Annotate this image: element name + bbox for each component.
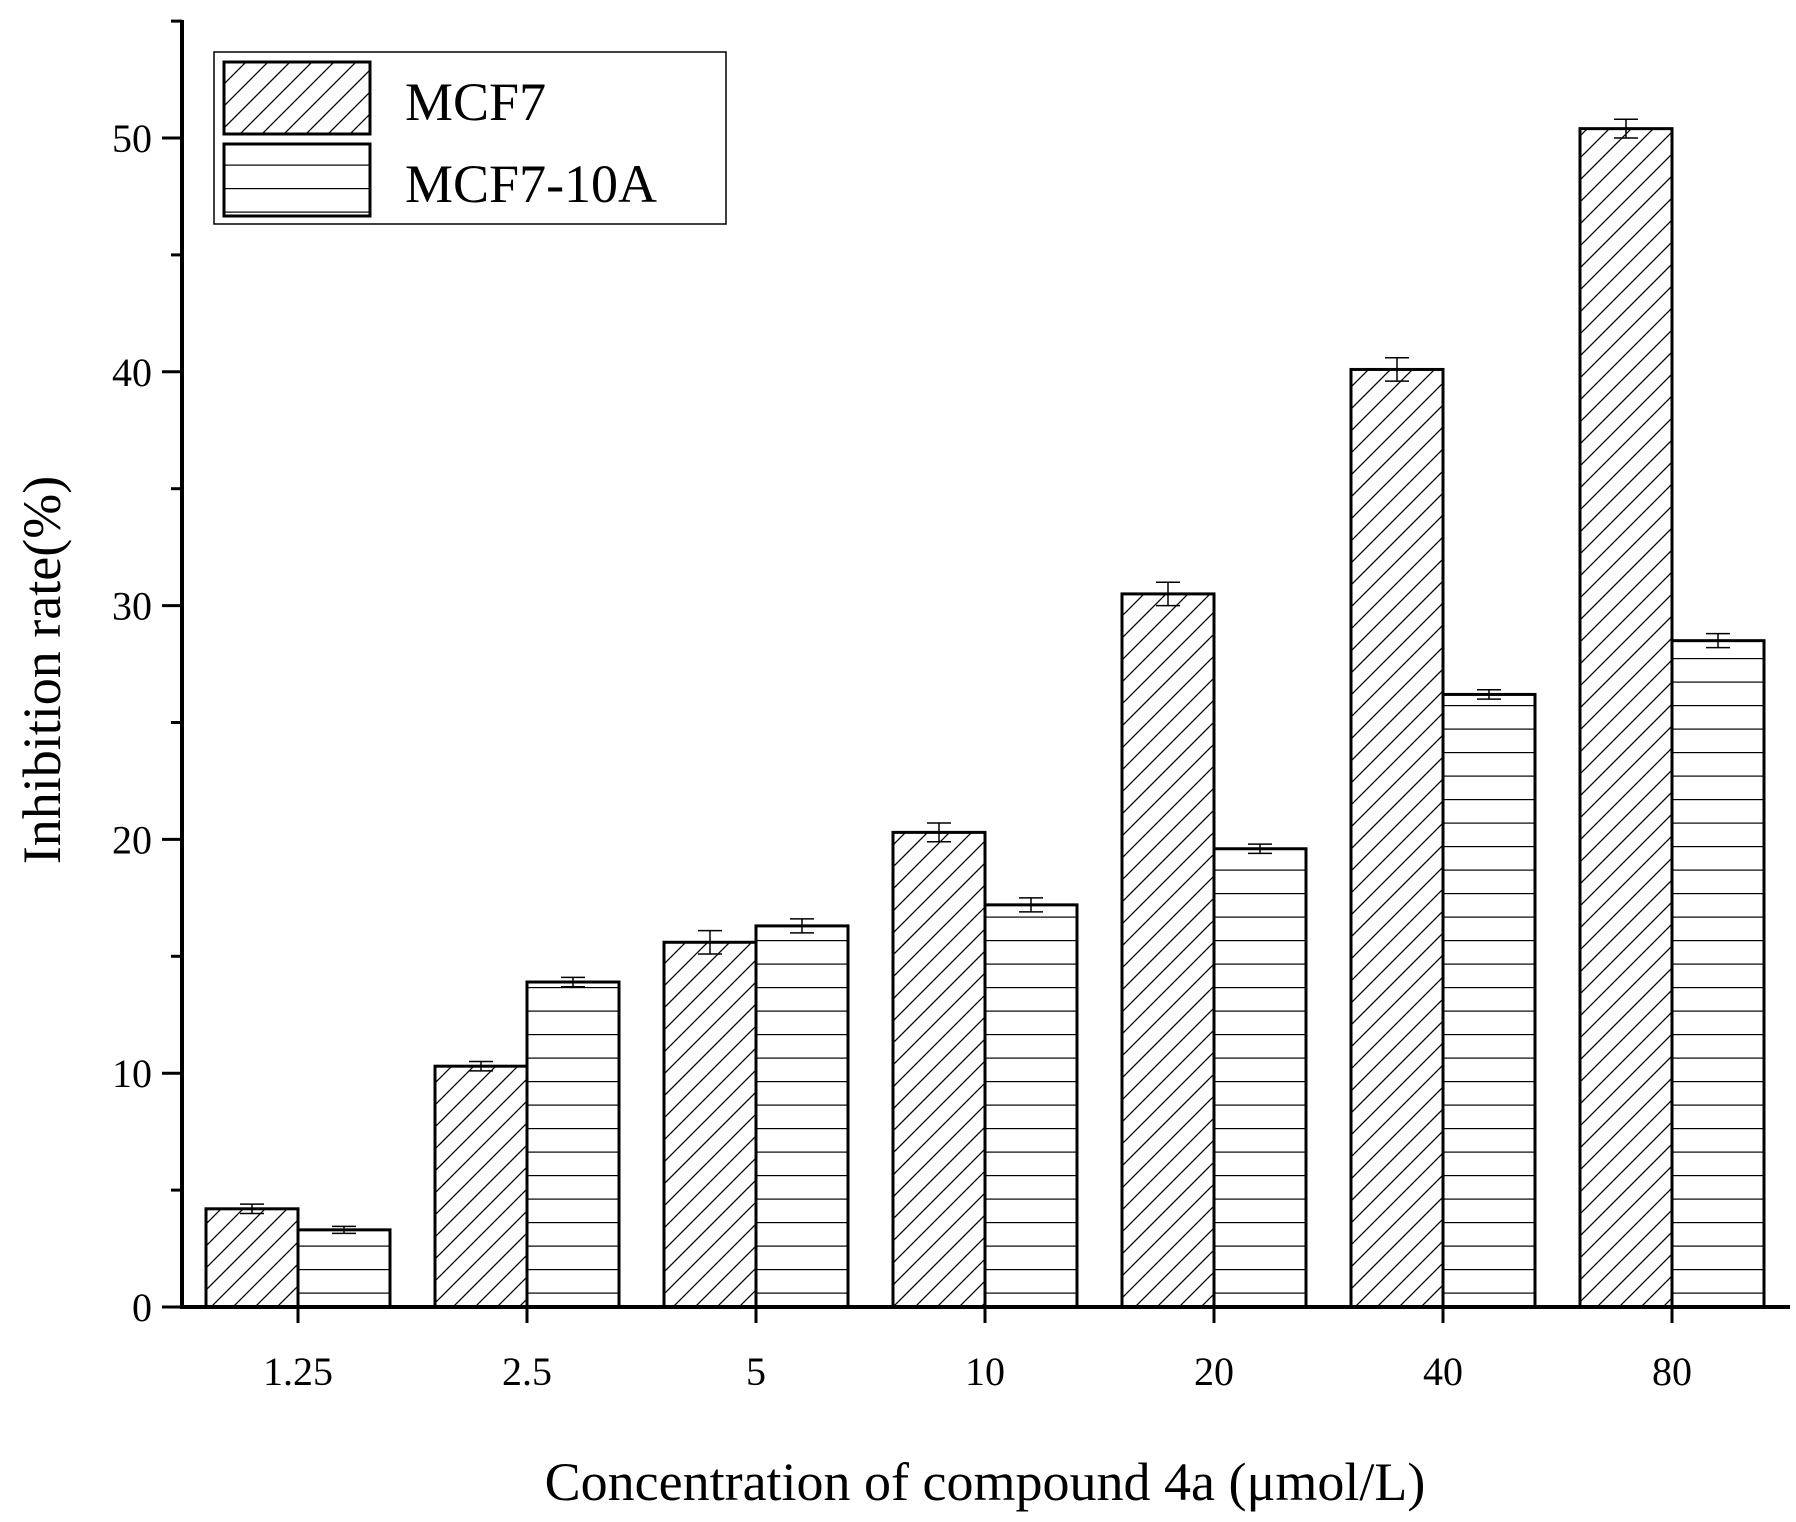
error-bar-mcf7-10 bbox=[927, 822, 951, 843]
legend: MCF7 MCF7-10A bbox=[213, 51, 727, 225]
y-tick-label: 10 bbox=[112, 1051, 152, 1096]
x-tick-label: 40 bbox=[1423, 1349, 1463, 1394]
bar-mcf7-1-25 bbox=[204, 1207, 300, 1309]
x-tick-label: 10 bbox=[965, 1349, 1005, 1394]
error-bar-mcf7-20 bbox=[1156, 581, 1180, 607]
error-bar-mcf7-5 bbox=[698, 929, 722, 955]
legend-label-mcf7: MCF7 bbox=[405, 72, 546, 132]
bar-mcf7-5 bbox=[662, 940, 758, 1309]
y-tick-label: 0 bbox=[132, 1285, 152, 1330]
bar-mcf7-10a-80 bbox=[1670, 639, 1766, 1309]
legend-label-mcf7-10a: MCF7-10A bbox=[405, 154, 657, 214]
error-bar-mcf7-2-5 bbox=[469, 1060, 493, 1072]
error-bar-mcf7-10a-1-25 bbox=[332, 1225, 356, 1235]
error-bar-mcf7-10a-40 bbox=[1477, 689, 1501, 700]
y-ticks: 0 10 20 30 40 50 bbox=[112, 19, 182, 1330]
legend-swatch-mcf7-10a bbox=[222, 142, 372, 218]
error-bars-layer bbox=[240, 118, 1730, 1235]
x-tick-label: 80 bbox=[1652, 1349, 1692, 1394]
bar-mcf7-2-5 bbox=[433, 1064, 529, 1309]
bar-mcf7-10a-20 bbox=[1212, 847, 1308, 1309]
error-bar-mcf7-10a-80 bbox=[1706, 632, 1730, 649]
y-tick-label: 30 bbox=[112, 584, 152, 629]
x-axis-title: Concentration of compound 4a (μmol/L) bbox=[545, 1452, 1426, 1512]
x-tick-label: 5 bbox=[746, 1349, 766, 1394]
error-bar-mcf7-40 bbox=[1385, 357, 1409, 382]
legend-swatch-mcf7 bbox=[222, 60, 372, 136]
x-tick-label: 20 bbox=[1194, 1349, 1234, 1394]
y-tick-label: 50 bbox=[112, 116, 152, 161]
bar-mcf7-10a-40 bbox=[1441, 692, 1537, 1309]
bar-mcf7-10a-2-5 bbox=[525, 980, 621, 1309]
error-bar-mcf7-10a-2-5 bbox=[561, 976, 585, 988]
bar-mcf7-80 bbox=[1578, 127, 1674, 1309]
bar-mcf7-10a-10 bbox=[983, 903, 1079, 1309]
y-tick-label: 40 bbox=[112, 350, 152, 395]
error-bar-mcf7-80 bbox=[1614, 118, 1638, 139]
bar-mcf7-20 bbox=[1120, 592, 1216, 1309]
x-tick-label: 1.25 bbox=[263, 1349, 333, 1394]
x-tick-label: 2.5 bbox=[502, 1349, 552, 1394]
error-bar-mcf7-1-25 bbox=[240, 1203, 264, 1215]
bars-layer bbox=[204, 127, 1766, 1309]
bar-mcf7-10a-1-25 bbox=[296, 1228, 392, 1309]
error-bar-mcf7-10a-5 bbox=[790, 918, 814, 934]
bar-mcf7-10a-5 bbox=[754, 924, 850, 1309]
y-axis-title: Inhibition rate(%) bbox=[12, 476, 72, 864]
error-bar-mcf7-10a-20 bbox=[1248, 843, 1272, 855]
y-tick-label: 20 bbox=[112, 817, 152, 862]
bar-mcf7-10 bbox=[891, 830, 987, 1309]
error-bar-mcf7-10a-10 bbox=[1019, 897, 1043, 913]
bar-mcf7-40 bbox=[1349, 367, 1445, 1309]
x-ticks: 1.25 2.5 5 10 20 40 80 bbox=[263, 1307, 1692, 1394]
